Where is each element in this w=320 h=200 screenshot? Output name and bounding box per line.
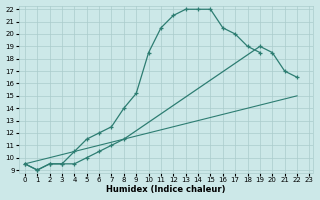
X-axis label: Humidex (Indice chaleur): Humidex (Indice chaleur): [106, 185, 226, 194]
